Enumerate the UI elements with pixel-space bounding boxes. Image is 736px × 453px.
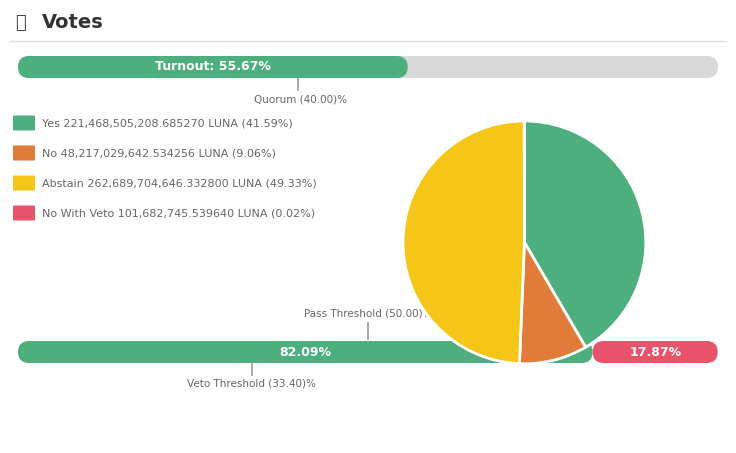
FancyBboxPatch shape (13, 175, 35, 191)
Text: No With Veto 101,682,745.539640 LUNA (0.02%): No With Veto 101,682,745.539640 LUNA (0.… (42, 208, 315, 218)
Text: 82.09%: 82.09% (280, 346, 331, 358)
FancyBboxPatch shape (13, 206, 35, 221)
Text: 📊: 📊 (15, 14, 26, 32)
Wedge shape (403, 121, 524, 364)
Wedge shape (520, 242, 586, 364)
FancyBboxPatch shape (13, 145, 35, 160)
Text: Turnout: 55.67%: Turnout: 55.67% (155, 61, 271, 73)
Text: Abstain 262,689,704,646.332800 LUNA (49.33%): Abstain 262,689,704,646.332800 LUNA (49.… (42, 178, 316, 188)
Wedge shape (524, 121, 645, 347)
Text: Quorum (40.00)%: Quorum (40.00)% (253, 94, 347, 104)
FancyBboxPatch shape (592, 341, 718, 363)
Text: 17.87%: 17.87% (629, 346, 682, 358)
FancyBboxPatch shape (18, 56, 718, 78)
Text: Votes: Votes (42, 14, 104, 33)
FancyBboxPatch shape (18, 341, 592, 363)
Text: Pass Threshold (50.00)%: Pass Threshold (50.00)% (304, 309, 432, 319)
Text: Yes 221,468,505,208.685270 LUNA (41.59%): Yes 221,468,505,208.685270 LUNA (41.59%) (42, 118, 293, 128)
Text: No 48,217,029,642.534256 LUNA (9.06%): No 48,217,029,642.534256 LUNA (9.06%) (42, 148, 276, 158)
Text: Veto Threshold (33.40)%: Veto Threshold (33.40)% (188, 379, 316, 389)
FancyBboxPatch shape (18, 56, 408, 78)
FancyBboxPatch shape (13, 116, 35, 130)
